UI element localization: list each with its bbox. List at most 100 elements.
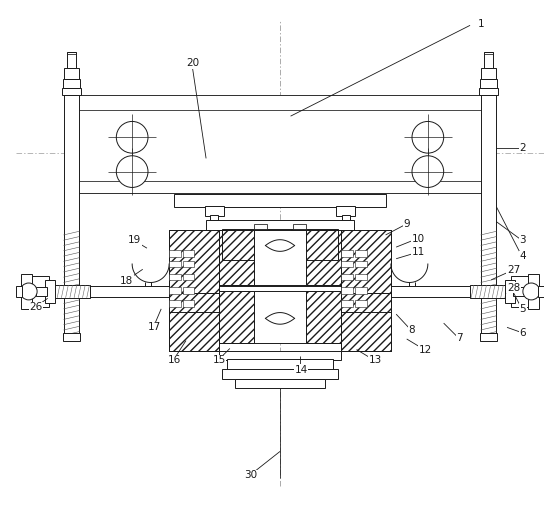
Bar (341, 300, 353, 307)
Bar (222, 229, 269, 260)
Bar (340, 293, 391, 351)
Text: 15: 15 (213, 355, 226, 365)
Bar (220, 230, 254, 285)
Bar (306, 291, 340, 343)
Bar (63, 95, 80, 338)
Bar (169, 250, 181, 257)
Bar (68, 95, 492, 110)
Bar (514, 287, 524, 296)
Circle shape (116, 121, 148, 153)
Bar (538, 286, 544, 297)
Text: 30: 30 (244, 470, 258, 480)
Text: 18: 18 (120, 276, 133, 286)
Bar (235, 379, 325, 388)
Text: 5: 5 (520, 304, 526, 314)
Text: 7: 7 (456, 333, 463, 343)
Bar (355, 287, 367, 294)
Text: 8: 8 (409, 325, 416, 335)
Bar (481, 68, 496, 79)
Bar (355, 261, 367, 267)
Bar (169, 230, 220, 312)
Text: 12: 12 (418, 345, 432, 354)
Text: 20: 20 (186, 59, 199, 68)
Bar (67, 95, 76, 338)
Bar (340, 230, 391, 312)
Bar (68, 95, 492, 193)
Text: 10: 10 (412, 234, 425, 243)
Circle shape (412, 121, 444, 153)
Bar (183, 274, 194, 280)
Bar (479, 88, 498, 95)
Bar (227, 359, 333, 370)
Bar (470, 285, 512, 298)
Bar (169, 274, 181, 280)
Bar (48, 286, 512, 297)
Bar (169, 261, 181, 267)
Bar (220, 291, 254, 343)
Text: 9: 9 (403, 220, 410, 229)
Bar (183, 261, 194, 267)
Bar (480, 333, 497, 341)
Bar (506, 280, 515, 303)
Bar (306, 291, 340, 343)
Bar (169, 293, 220, 351)
Bar (63, 79, 80, 88)
Bar (254, 291, 306, 343)
Bar (341, 274, 353, 280)
Bar (21, 274, 32, 309)
Bar (355, 274, 367, 280)
Bar (355, 300, 367, 307)
Bar (341, 261, 353, 267)
Bar (480, 95, 497, 338)
Bar (174, 194, 386, 207)
Text: 16: 16 (168, 355, 181, 365)
Bar (528, 274, 539, 309)
Bar (222, 369, 338, 379)
Text: 11: 11 (412, 248, 425, 257)
Bar (341, 287, 353, 294)
Text: 2: 2 (520, 143, 526, 153)
Bar (211, 215, 218, 220)
Bar (169, 293, 220, 351)
Bar (254, 224, 267, 229)
Bar (169, 230, 220, 312)
Bar (220, 230, 254, 285)
Text: 3: 3 (520, 235, 526, 245)
Text: 6: 6 (520, 328, 526, 337)
Text: 28: 28 (507, 283, 520, 293)
Circle shape (523, 283, 540, 300)
Bar (355, 250, 367, 257)
Bar (293, 224, 306, 229)
Circle shape (412, 156, 444, 187)
Bar (27, 276, 49, 307)
Text: 1: 1 (477, 19, 484, 29)
Bar (183, 250, 194, 257)
Text: 14: 14 (295, 365, 308, 374)
Circle shape (20, 283, 37, 300)
Bar (205, 206, 223, 216)
Bar (64, 68, 79, 79)
Bar (183, 300, 194, 307)
Bar (48, 285, 90, 298)
Bar (68, 181, 492, 193)
Bar (36, 287, 46, 296)
Text: 4: 4 (520, 251, 526, 261)
Bar (206, 220, 354, 230)
Bar (169, 300, 181, 307)
Bar (269, 229, 291, 260)
Text: 26: 26 (30, 303, 43, 312)
Text: 27: 27 (507, 266, 520, 275)
Bar (45, 280, 54, 303)
Bar (480, 79, 497, 88)
Bar (511, 276, 533, 307)
Bar (169, 287, 181, 294)
Text: 19: 19 (128, 235, 142, 245)
Bar (340, 230, 391, 312)
Bar (220, 351, 340, 360)
Bar (220, 291, 254, 343)
Bar (340, 293, 391, 351)
Bar (291, 229, 338, 260)
Text: 17: 17 (148, 323, 161, 332)
Bar (306, 230, 340, 285)
Circle shape (116, 156, 148, 187)
